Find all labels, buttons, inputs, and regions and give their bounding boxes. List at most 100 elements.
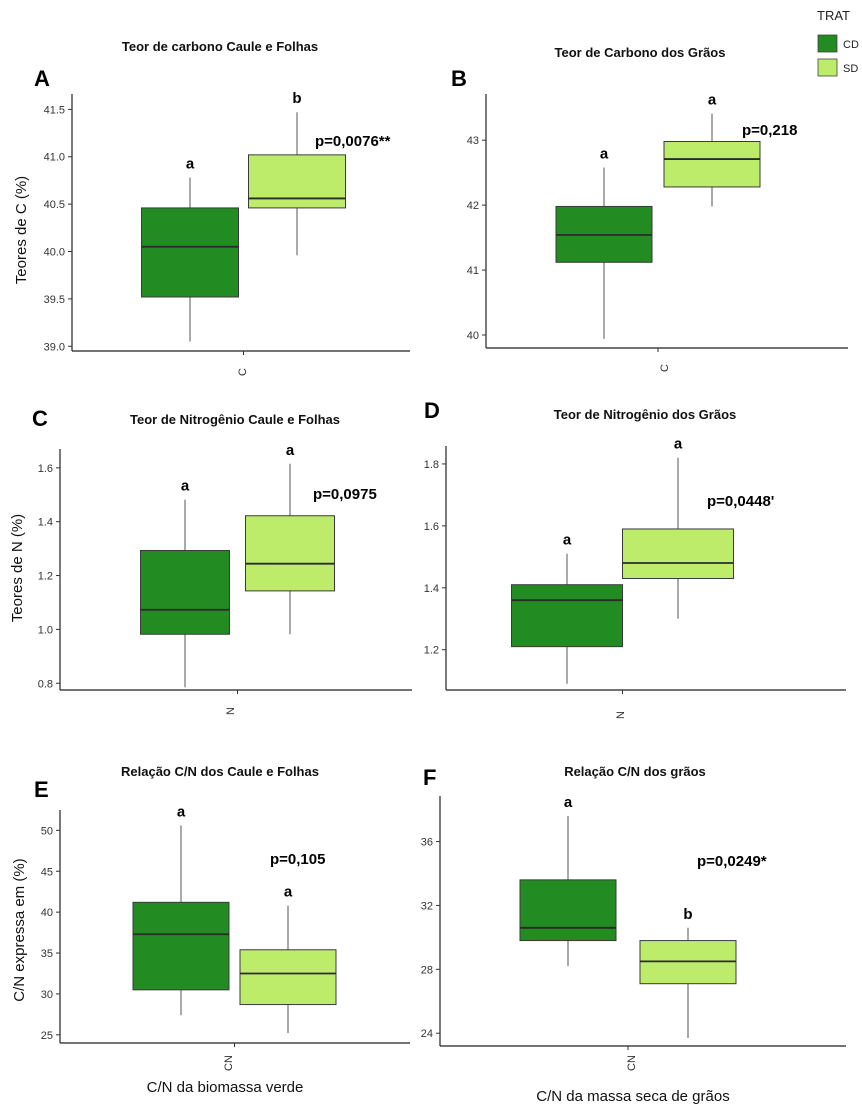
- box-sd: b: [639, 906, 737, 1039]
- significance-letter: a: [674, 436, 683, 453]
- y-tick-label: 43: [467, 135, 479, 147]
- y-tick-label: 39.5: [44, 294, 65, 306]
- x-tick-label: CN: [626, 1055, 638, 1071]
- significance-letter: a: [286, 442, 295, 459]
- y-tick-label: 1.0: [38, 624, 53, 636]
- y-tick-label: 24: [421, 1028, 433, 1040]
- significance-letter: a: [708, 92, 717, 109]
- box-iqr: [239, 949, 337, 1006]
- y-tick-label: 40: [41, 907, 53, 919]
- y-tick-label: 1.2: [424, 645, 439, 657]
- panel-letter: A: [34, 66, 50, 91]
- panel-title: Teor de carbono Caule e Folhas: [122, 39, 318, 54]
- y-tick-label: 25: [41, 1030, 53, 1042]
- y-tick-label: 45: [41, 866, 53, 878]
- significance-letter: a: [181, 478, 190, 495]
- y-tick-label: 41: [467, 265, 479, 277]
- box-iqr: [248, 154, 346, 209]
- box-sd: a: [663, 92, 761, 207]
- box-cd: a: [511, 532, 623, 684]
- box-iqr: [622, 528, 734, 580]
- box-cd: a: [555, 145, 653, 339]
- p-value-label: p=0,105: [270, 851, 325, 868]
- legend-title: TRAT: [817, 8, 850, 23]
- y-tick-label: 1.6: [424, 521, 439, 533]
- box-sd: a: [245, 442, 335, 635]
- box-sd: a: [622, 436, 734, 619]
- box-cd: a: [140, 478, 230, 688]
- y-tick-label: 1.8: [424, 459, 439, 471]
- p-value-label: p=0,0249*: [697, 853, 767, 870]
- significance-letter: a: [177, 803, 186, 820]
- panel-title: Teor de Nitrogênio dos Grãos: [554, 407, 737, 422]
- panel-letter: F: [423, 765, 436, 790]
- legend: TRAT CD SD: [817, 8, 859, 77]
- x-tick-label: N: [225, 707, 237, 715]
- y-tick-label: 28: [421, 964, 433, 976]
- y-axis-label: C/N expressa em (%): [11, 858, 28, 1001]
- box-iqr: [519, 879, 617, 942]
- panel-f: Relação C/N dos grãos F 24 28 32 36 CN C/N da m…: [421, 764, 846, 1104]
- significance-letter: a: [563, 532, 572, 549]
- y-tick-label: 50: [41, 825, 53, 837]
- p-value-label: p=0,0975: [313, 486, 377, 503]
- legend-swatch-sd: [817, 58, 838, 77]
- p-value-label: p=0,0076**: [315, 133, 391, 150]
- y-axis-label: Teores de C (%): [13, 176, 30, 284]
- y-tick-label: 36: [421, 837, 433, 849]
- box-sd: b: [248, 90, 346, 256]
- panel-letter: D: [424, 398, 440, 423]
- x-tick-label: C: [237, 368, 249, 376]
- significance-letter: b: [292, 90, 301, 107]
- box-cd: a: [141, 156, 239, 342]
- x-tick-label: C: [659, 364, 671, 372]
- significance-letter: a: [284, 884, 293, 901]
- box-iqr: [141, 207, 239, 298]
- y-tick-label: 32: [421, 900, 433, 912]
- x-axis-label: C/N da biomassa verde: [147, 1079, 304, 1096]
- y-tick-label: 1.4: [38, 517, 53, 529]
- box-cd: a: [519, 794, 617, 967]
- panel-title: Relação C/N dos Caule e Folhas: [121, 764, 319, 779]
- significance-letter: b: [683, 906, 692, 923]
- panel-letter: B: [451, 66, 467, 91]
- panel-b: Teor de Carbono dos Grãos B 40 41 42 43 Ca a p=0…: [451, 45, 848, 372]
- panel-c: Teor de Nitrogênio Caule e Folhas C 0.8 1.0…: [9, 406, 412, 715]
- panel-title: Teor de Carbono dos Grãos: [555, 45, 726, 60]
- y-tick-label: 35: [41, 948, 53, 960]
- box-iqr: [511, 584, 623, 648]
- x-tick-label: CN: [223, 1055, 235, 1071]
- y-tick-label: 41.0: [44, 152, 65, 164]
- panel-title: Relação C/N dos grãos: [564, 764, 706, 779]
- y-tick-label: 40.5: [44, 199, 65, 211]
- box-cd: a: [132, 803, 230, 1016]
- significance-letter: a: [186, 156, 195, 173]
- panel-e: Relação C/N dos Caule e Folhas E 25 30 35 40 4…: [11, 764, 410, 1096]
- y-tick-label: 42: [467, 200, 479, 212]
- significance-letter: a: [600, 145, 609, 162]
- box-iqr: [245, 515, 335, 592]
- box-iqr: [132, 901, 230, 991]
- legend-label-sd: SD: [843, 63, 858, 75]
- y-tick-label: 40.0: [44, 247, 65, 259]
- legend-label-cd: CD: [843, 39, 859, 51]
- y-tick-label: 1.2: [38, 571, 53, 583]
- y-axis-label: Teores de N (%): [9, 514, 26, 622]
- box-iqr: [140, 549, 230, 635]
- p-value-label: p=0,218: [742, 122, 797, 139]
- y-tick-label: 30: [41, 989, 53, 1001]
- x-axis-label: C/N da massa seca de grãos: [536, 1088, 729, 1104]
- panel-title: Teor de Nitrogênio Caule e Folhas: [130, 412, 340, 427]
- y-tick-label: 39.0: [44, 341, 65, 353]
- y-tick-label: 1.4: [424, 583, 439, 595]
- panel-letter: C: [32, 406, 48, 431]
- y-tick-label: 1.6: [38, 463, 53, 475]
- legend-swatch-cd: [817, 34, 838, 53]
- box-iqr: [663, 141, 761, 188]
- y-tick-label: 41.5: [44, 104, 65, 116]
- panel-letter: E: [34, 777, 49, 802]
- panel-d: Teor de Nitrogênio dos Grãos D 1.2 1.4 1.6 1.…: [424, 398, 846, 719]
- x-tick-label: N: [615, 711, 627, 719]
- p-value-label: p=0,0448': [707, 493, 774, 510]
